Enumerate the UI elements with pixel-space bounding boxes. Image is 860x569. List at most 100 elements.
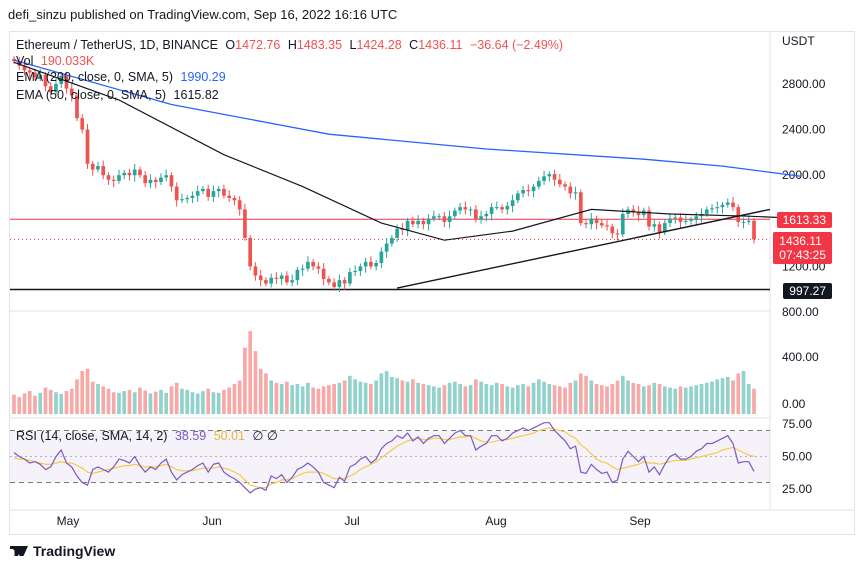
publisher-caption: defi_sinzu published on TradingView.com,… [8,7,398,22]
volume-bar [374,380,378,414]
volume-bar [353,379,357,414]
candle-body [390,237,394,244]
volume-bar [174,382,179,414]
volume-bar [237,380,242,414]
candle-body [159,177,163,183]
candle-body [437,216,441,218]
volume-bar [48,389,53,414]
candle-body [426,218,431,225]
candle-body [741,221,746,223]
last-price-value: 1436.11 [779,234,822,248]
rsi-tick-label: 25.00 [782,482,812,496]
volume-bar [689,386,693,414]
candle-body [138,169,142,176]
volume-bar [395,378,399,414]
volume-bar [725,376,730,414]
tradingview-logo-icon [10,546,28,556]
volume-bar [127,389,132,414]
legend-ema200-value: 1990.29 [180,70,226,84]
volume-bar [159,389,163,414]
volume-bar [741,371,746,414]
volume-bar [568,382,573,414]
volume-bar [599,385,604,414]
legend-rsi-label[interactable]: RSI (14, close, SMA, 14, 2) [16,429,168,443]
candle-body [416,220,420,225]
volume-bar [290,385,294,414]
chart-frame[interactable] [9,31,855,535]
volume-bar [631,382,636,414]
legend-symbol[interactable]: Ethereum / TetherUS, 1D, BINANCE [16,38,218,52]
volume-bar [626,380,630,414]
legend-ema50-label[interactable]: EMA (50, close, 0, SMA, 5) [16,88,167,102]
price-tick-label: 2400.00 [782,123,826,137]
candle-body [736,207,741,222]
volume-bar [38,392,43,414]
volume-bar [384,371,389,414]
volume-bar [426,385,431,414]
volume-bar [547,384,552,414]
rsi-ma-line [13,427,755,489]
candle-body [631,209,636,212]
volume-bar [421,384,426,414]
candle-body [484,213,489,217]
price-tick-label: 2800.00 [782,77,826,91]
volume-bar [699,384,704,414]
candle-body [164,175,169,178]
candle-body [190,195,195,198]
volume-bar [75,379,79,414]
volume-bar [311,387,315,414]
volume-bar [43,387,48,414]
candle-body [127,172,132,176]
volume-bar [337,382,342,414]
candle-body [348,272,352,284]
time-tick-label: Jun [202,514,221,528]
volume-bar [495,382,499,414]
candle-body [500,207,504,210]
candle-body [731,202,735,208]
volume-bar [185,389,190,414]
volume-bar [578,373,583,414]
volume-bar [447,382,452,414]
legend-symbol-row: Ethereum / TetherUS, 1D, BINANCE O1472.7… [16,38,571,53]
volume-bar [258,368,263,414]
legend-ohlc: O1472.76 H1483.35 L1424.28 C1436.11 −36.… [225,38,564,52]
rsi-tick-label: 50.00 [782,450,812,464]
volume-bar [332,384,336,414]
candle-body [43,74,48,87]
candle-body [652,224,657,227]
candle-body [589,218,594,225]
candle-body [442,216,447,222]
candle-body [657,224,662,233]
candle-body [185,198,190,200]
volume-bar [27,391,32,414]
volume-bar [33,395,37,414]
candle-body [64,76,69,89]
volume-bar [22,393,27,414]
candle-body [505,205,510,210]
volume-bar [321,386,326,414]
legend-ema200-label[interactable]: EMA (200, close, 0, SMA, 5) [16,70,174,84]
volume-bar [605,386,609,414]
rsi-line [13,422,755,494]
volume-bar [584,375,588,414]
legend-vol-label[interactable]: Vol [16,54,34,68]
tradingview-logo[interactable]: TradingView [10,543,115,559]
candle-body [90,163,95,170]
candle-body [101,166,106,176]
volume-bar [526,386,531,414]
candle-body [683,220,688,222]
volume-bar [620,375,625,414]
volume-bar [710,381,714,414]
time-tick-label: Aug [485,514,506,528]
candle-body [27,70,32,73]
volume-bar [563,387,567,414]
volume-bar [222,389,226,414]
candle-body [495,207,499,209]
candle-body [206,188,211,197]
volume-bar [484,384,489,414]
volume-bar [358,381,363,414]
volume-bar [390,376,394,414]
volume-bar [148,393,153,414]
volume-bar [169,386,174,414]
